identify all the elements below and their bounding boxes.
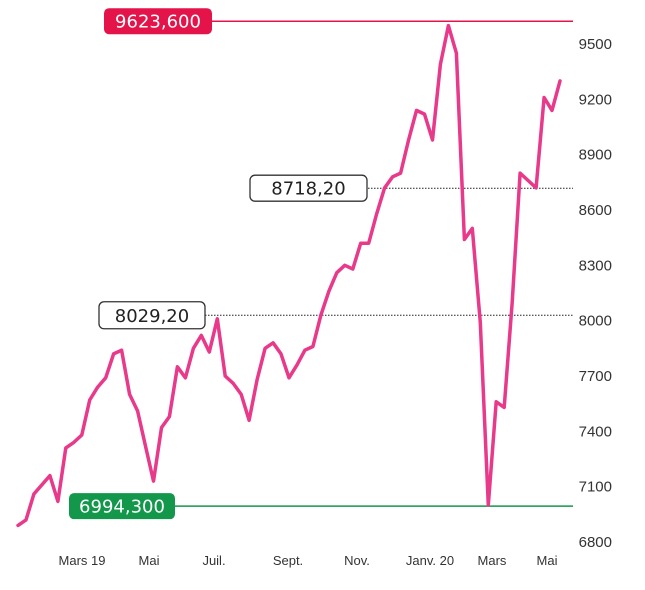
- value-labels: 9623,600 8718,20 8029,20 6994,300: [69, 8, 368, 520]
- y-tick-label: 6800: [579, 534, 612, 551]
- y-tick-label: 9200: [579, 91, 612, 108]
- x-tick-label: Mars: [478, 553, 507, 568]
- y-tick-label: 8600: [579, 202, 612, 219]
- y-tick-label: 8900: [579, 147, 612, 164]
- x-tick-label: Mars 19: [59, 553, 106, 568]
- y-tick-label: 7700: [579, 368, 612, 385]
- y-axis: 9500 9200 8900 8600 8300 8000 7700 7400 7100 6800: [579, 36, 612, 551]
- y-tick-label: 8300: [579, 257, 612, 274]
- y-tick-label: 7400: [579, 423, 612, 440]
- x-tick-label: Nov.: [344, 553, 370, 568]
- min-label-box: [69, 493, 175, 520]
- y-tick-label: 7100: [579, 479, 612, 496]
- series-line: [16, 23, 562, 528]
- max-label-box: [104, 8, 212, 35]
- y-tick-label: 8000: [579, 313, 612, 330]
- x-tick-label: Mai: [537, 553, 558, 568]
- min-label-text: 6994,300: [79, 497, 165, 518]
- x-tick-label: Sept.: [273, 553, 303, 568]
- x-axis: Mars 19 Mai Juil. Sept. Nov. Janv. 20 Mars Mai: [59, 553, 558, 568]
- y-tick-label: 9500: [579, 36, 612, 53]
- min-label: 6994,300: [69, 493, 175, 520]
- max-label: 9623,600: [104, 8, 212, 35]
- level-low-label: 8029,20: [98, 301, 206, 330]
- series-layer: [16, 23, 562, 528]
- level-high-label: 8718,20: [249, 174, 368, 202]
- level-high-label-text: 8718,20: [271, 179, 345, 200]
- level-high-label-box: [249, 174, 368, 202]
- level-low-label-box: [98, 301, 206, 330]
- x-tick-label: Juil.: [202, 553, 225, 568]
- x-tick-label: Mai: [139, 553, 160, 568]
- max-label-text: 9623,600: [115, 12, 201, 33]
- x-tick-label: Janv. 20: [406, 553, 454, 568]
- level-low-label-text: 8029,20: [115, 306, 189, 327]
